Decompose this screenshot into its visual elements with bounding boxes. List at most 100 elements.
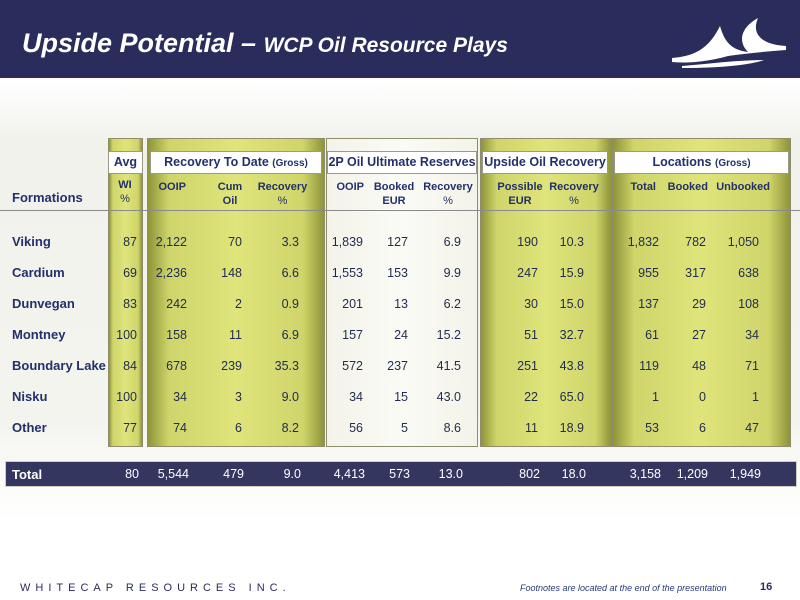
cell-rec3: 43.8 (559, 359, 584, 373)
cell-booked-eur: 153 (387, 266, 408, 280)
cell-loc-total: 1 (652, 390, 659, 404)
cell-rec: 9.0 (281, 390, 299, 404)
cell-loc-total: 1,832 (627, 235, 659, 249)
cell-rec3: 18.9 (559, 421, 584, 435)
booked-eur-label: Booked EUR (373, 181, 415, 207)
cell-loc-booked: 317 (685, 266, 706, 280)
locations-panel (612, 138, 791, 447)
company-name: WHITECAP RESOURCES INC. (20, 582, 291, 594)
total-loc-unbooked: 1,949 (729, 467, 761, 481)
cell-rec3: 65.0 (559, 390, 584, 404)
whitecap-logo-icon (672, 18, 786, 68)
cell-wi: 77 (123, 421, 137, 435)
formation-name: Boundary Lake (12, 358, 106, 373)
formation-name: Other (12, 420, 47, 435)
cell-loc-unbooked: 638 (738, 266, 759, 280)
cell-cum: 11 (229, 328, 242, 342)
cell-rec: 3.3 (281, 235, 299, 249)
possible-eur-label: Possible EUR (497, 181, 543, 207)
cell-loc-total: 53 (645, 421, 659, 435)
cell-possible: 190 (517, 235, 538, 249)
cell-loc-unbooked: 34 (745, 328, 759, 342)
locations-header: Locations (Gross) (614, 151, 789, 174)
cell-rec: 0.9 (281, 297, 299, 311)
loc-unbooked-label: Unbooked (716, 181, 770, 193)
formation-name: Cardium (12, 265, 65, 280)
recovery-pct-label: Recovery% (257, 181, 308, 207)
total-ooip: 5,544 (157, 467, 189, 481)
total-wi: 80 (125, 467, 139, 481)
cell-ooip2: 56 (349, 421, 363, 435)
recovery-to-date-panel (147, 138, 325, 447)
cell-ooip: 2,122 (155, 235, 187, 249)
page-number: 16 (760, 581, 773, 593)
cell-wi: 100 (116, 390, 137, 404)
cell-ooip2: 572 (342, 359, 363, 373)
cell-ooip: 242 (166, 297, 187, 311)
cell-ooip2: 157 (342, 328, 363, 342)
cell-wi: 100 (116, 328, 137, 342)
total-cum: 479 (223, 467, 244, 481)
cell-loc-booked: 48 (692, 359, 706, 373)
cell-wi: 84 (123, 359, 137, 373)
recovery-to-date-header: Recovery To Date (Gross) (150, 151, 322, 174)
cell-wi: 69 (123, 266, 137, 280)
cell-rec2: 15.2 (436, 328, 461, 342)
cell-loc-booked: 29 (692, 297, 706, 311)
cell-booked-eur: 13 (394, 297, 408, 311)
cell-loc-booked: 782 (685, 235, 706, 249)
total-rec2: 13.0 (438, 467, 463, 481)
cell-rec2: 6.2 (443, 297, 461, 311)
cell-ooip: 678 (166, 359, 187, 373)
cell-loc-unbooked: 1,050 (727, 235, 759, 249)
total-loc-booked: 1,209 (676, 467, 708, 481)
cell-cum: 70 (228, 235, 242, 249)
recovery-2p-label: Recovery% (423, 181, 473, 207)
cell-possible: 22 (524, 390, 538, 404)
title-bar: Upside Potential – WCP Oil Resource Play… (0, 0, 800, 78)
cell-possible: 30 (524, 297, 538, 311)
cell-rec3: 15.9 (559, 266, 584, 280)
cell-ooip2: 34 (349, 390, 363, 404)
formation-name: Viking (12, 234, 51, 249)
cell-rec: 8.2 (281, 421, 299, 435)
cell-rec3: 10.3 (559, 235, 584, 249)
formation-name: Dunvegan (12, 296, 75, 311)
cell-booked-eur: 237 (387, 359, 408, 373)
total-booked-eur: 573 (389, 467, 410, 481)
ooip-2p-label: OOIP (336, 181, 364, 193)
total-possible: 802 (519, 467, 540, 481)
cell-rec3: 32.7 (559, 328, 584, 342)
total-rec3: 18.0 (561, 467, 586, 481)
loc-total-label: Total (630, 181, 656, 193)
cell-rec2: 8.6 (443, 421, 461, 435)
total-label: Total (12, 467, 43, 482)
cell-loc-unbooked: 71 (745, 359, 759, 373)
upside-recovery-panel (480, 138, 612, 447)
cell-cum: 2 (235, 297, 242, 311)
cell-loc-total: 61 (645, 328, 659, 342)
cell-cum: 148 (221, 266, 242, 280)
cell-loc-booked: 27 (692, 328, 706, 342)
cell-booked-eur: 5 (401, 421, 408, 435)
cell-cum: 6 (235, 421, 242, 435)
cell-loc-booked: 6 (699, 421, 706, 435)
page-title: Upside Potential – WCP Oil Resource Play… (22, 28, 508, 59)
cell-wi: 87 (123, 235, 137, 249)
cell-ooip2: 1,839 (331, 235, 363, 249)
total-loc-total: 3,158 (629, 467, 661, 481)
footnote: Footnotes are located at the end of the … (520, 583, 727, 593)
cell-rec: 35.3 (274, 359, 299, 373)
cell-rec3: 15.0 (559, 297, 584, 311)
title-main: Upside Potential – (22, 28, 264, 58)
cell-rec2: 43.0 (436, 390, 461, 404)
cell-possible: 247 (517, 266, 538, 280)
upside-recovery-header: Upside Oil Recovery (482, 151, 608, 174)
cell-loc-booked: 0 (699, 390, 706, 404)
avg-panel (108, 138, 143, 447)
cell-ooip: 2,236 (155, 266, 187, 280)
ultimate-reserves-header: 2P Oil Ultimate Reserves (327, 151, 477, 174)
cell-cum: 3 (235, 390, 242, 404)
cell-rec: 6.6 (281, 266, 299, 280)
formation-name: Nisku (12, 389, 48, 404)
